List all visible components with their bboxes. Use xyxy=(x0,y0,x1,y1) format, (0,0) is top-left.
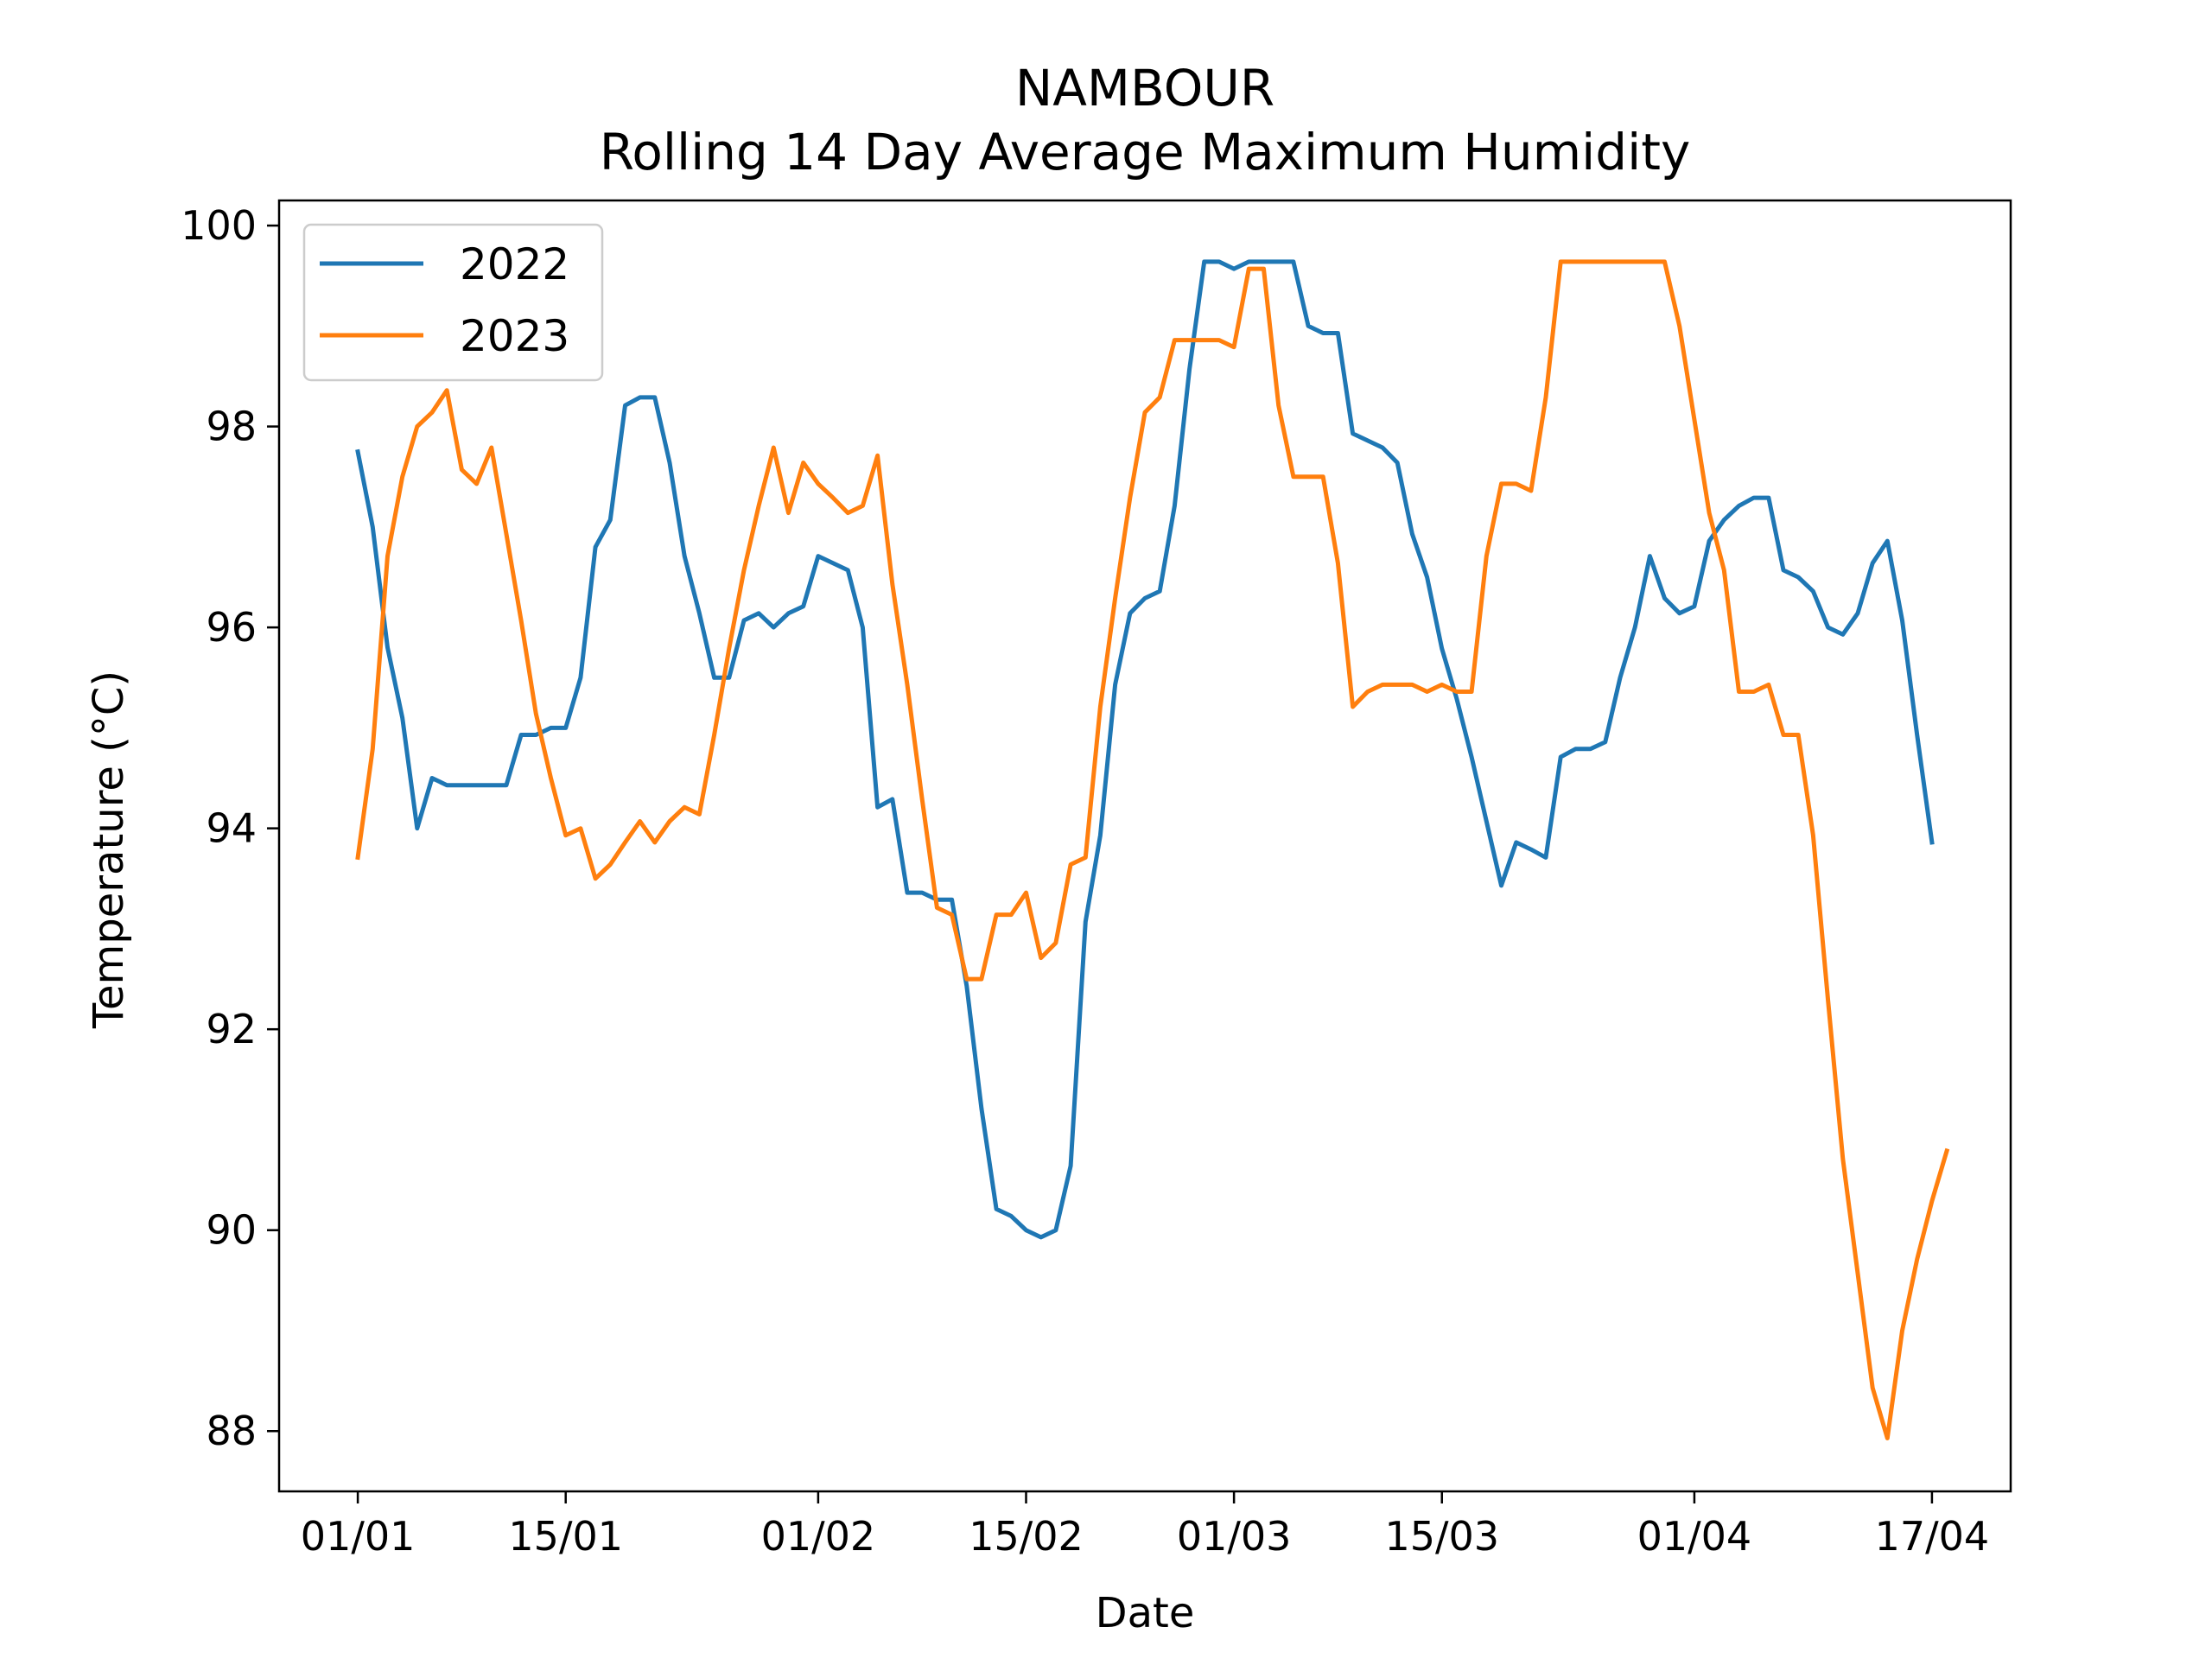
x-tick-label: 15/03 xyxy=(1384,1513,1499,1560)
x-tick-label: 01/02 xyxy=(761,1513,876,1560)
legend-label-2023: 2023 xyxy=(460,311,569,361)
series-line-2022 xyxy=(355,259,1935,1240)
x-axis-label: Date xyxy=(1096,1589,1195,1637)
plot-area: 01/01 15/01 01/02 15/02 01/03 15/03 01/04 17/04… xyxy=(181,199,2012,1560)
y-tick-label: 92 xyxy=(206,1006,257,1052)
x-tick-label: 01/03 xyxy=(1177,1513,1292,1560)
y-tick-label: 98 xyxy=(206,404,257,450)
y-tick-label: 88 xyxy=(206,1408,257,1454)
legend-label-2022: 2022 xyxy=(460,239,569,289)
y-axis-label: Temperature (°C) xyxy=(85,671,133,1029)
x-tick-label: 01/01 xyxy=(301,1513,416,1560)
series-line-2023 xyxy=(355,259,1950,1440)
y-tick-label: 94 xyxy=(206,805,257,852)
x-tick-label: 01/04 xyxy=(1637,1513,1752,1560)
chart-subtitle: Rolling 14 Day Average Maximum Humidity xyxy=(600,123,1691,181)
legend: 2022 2023 xyxy=(302,223,604,382)
y-tick-label: 96 xyxy=(206,604,257,651)
y-tick-label: 90 xyxy=(206,1207,257,1254)
x-tick-label: 15/02 xyxy=(969,1513,1084,1560)
series-group xyxy=(355,259,1950,1440)
y-tick-label: 100 xyxy=(181,202,257,249)
x-tick-label: 17/04 xyxy=(1875,1513,1990,1560)
plot-frame xyxy=(277,199,2012,1493)
chart-title: NAMBOUR xyxy=(1015,59,1274,118)
x-axis: 01/01 15/01 01/02 15/02 01/03 15/03 01/04 17/04 xyxy=(301,1491,1989,1560)
x-tick-label: 15/01 xyxy=(508,1513,623,1560)
y-axis: 88 90 92 94 96 98 100 xyxy=(181,202,279,1454)
